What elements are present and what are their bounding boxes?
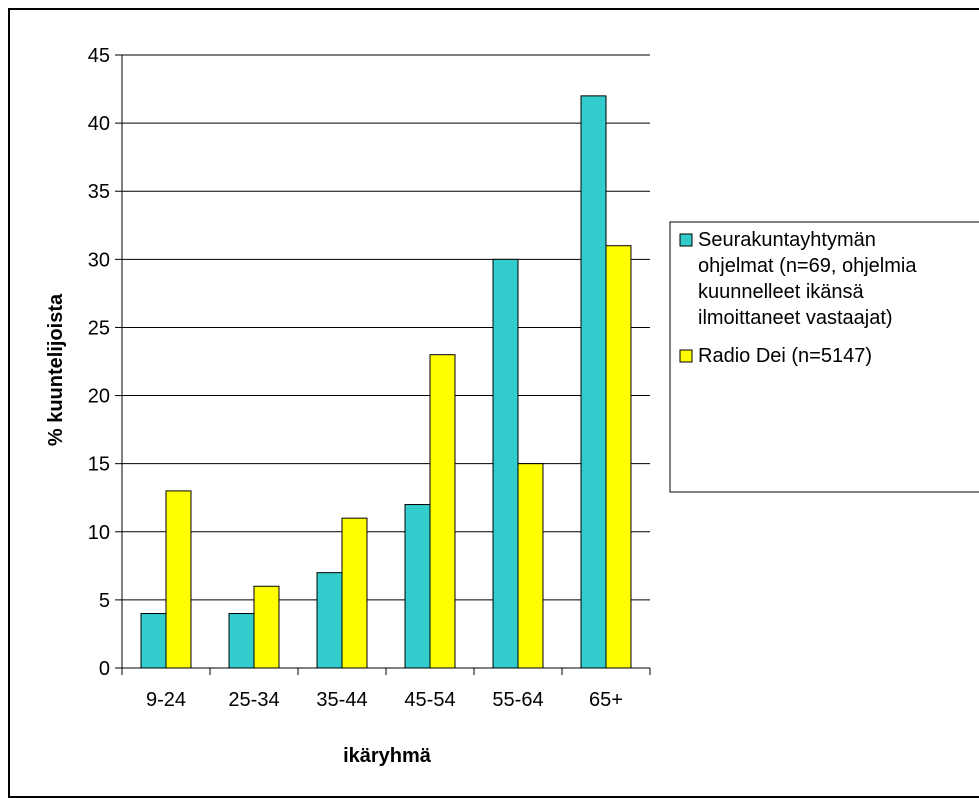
x-tick-label: 45-54 [404, 689, 455, 711]
bar [605, 245, 632, 669]
legend-label: ilmoittaneet vastaajat) [698, 307, 893, 329]
chart-frame: 0 5 10 15 20 25 30 35 40 45 9-24 25-34 35-44 45-54 55… [8, 8, 979, 798]
bar [404, 504, 431, 669]
bar [253, 585, 280, 669]
bars [140, 95, 632, 669]
y-tick-label: 0 [99, 658, 110, 680]
legend-label: kuunnelleet ikänsä [698, 281, 865, 303]
bar-chart: 0 5 10 15 20 25 30 35 40 45 9-24 25-34 35-44 45-54 55… [45, 45, 979, 767]
x-tick-label: 65+ [589, 689, 623, 711]
bar [492, 258, 519, 669]
bar [341, 517, 368, 669]
y-axis-title: % kuuntelijoista [45, 293, 67, 446]
y-tick-labels: 0 5 10 15 20 25 30 35 40 45 [88, 45, 110, 680]
x-tick-label: 9-24 [146, 689, 186, 711]
y-tick-label: 5 [99, 590, 110, 612]
bar [580, 95, 607, 669]
legend-swatch [679, 233, 693, 247]
legend-box [669, 221, 979, 493]
x-tick-label: 55-64 [492, 689, 543, 711]
bar [316, 572, 343, 669]
y-tick-label: 35 [88, 181, 110, 203]
y-tick-label: 25 [88, 317, 110, 339]
y-tick-label: 45 [88, 45, 110, 67]
x-tick-label: 35-44 [316, 689, 367, 711]
y-tick-label: 10 [88, 522, 110, 544]
legend-label: Radio Dei (n=5147) [698, 345, 872, 367]
legend-label: ohjelmat (n=69, ohjelmia [698, 255, 917, 277]
y-tick-label: 30 [88, 249, 110, 271]
gridlines [122, 54, 650, 601]
x-tick-labels: 9-24 25-34 35-44 45-54 55-64 65+ [146, 689, 623, 711]
bar [228, 613, 255, 669]
legend: Seurakuntayhtymän ohjelmat (n=69, ohjelmi… [669, 221, 979, 493]
y-tick-label: 20 [88, 386, 110, 408]
bar [165, 490, 192, 669]
x-tick-label: 25-34 [228, 689, 279, 711]
y-tick-label: 15 [88, 454, 110, 476]
bar [140, 613, 167, 669]
legend-label: Seurakuntayhtymän [698, 229, 876, 251]
bar [517, 463, 544, 669]
x-axis-title: ikäryhmä [343, 745, 432, 767]
bar [429, 354, 456, 669]
axes [115, 54, 651, 675]
legend-swatch [679, 349, 693, 363]
y-tick-label: 40 [88, 113, 110, 135]
